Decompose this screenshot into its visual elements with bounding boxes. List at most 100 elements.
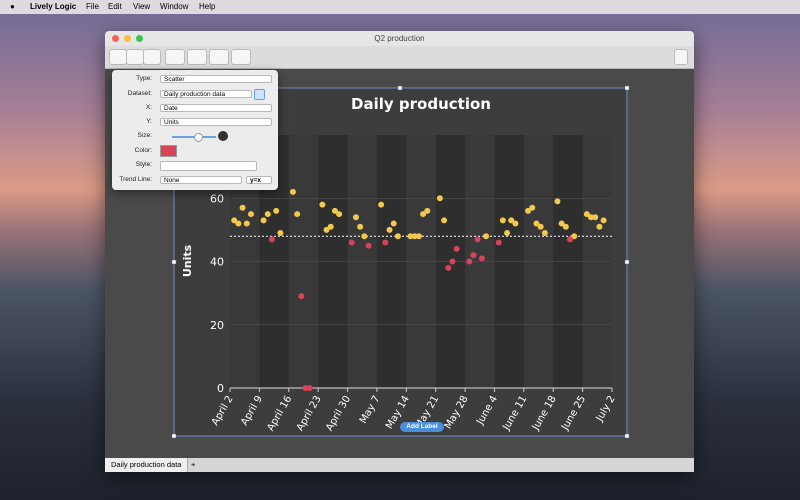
- selection-handle: [624, 433, 630, 439]
- menu-item[interactable]: File: [86, 2, 99, 11]
- data-point: [352, 214, 359, 221]
- data-point: [436, 195, 443, 202]
- tab-bar: Daily production data +: [105, 458, 694, 472]
- data-point: [508, 217, 515, 224]
- data-point: [571, 233, 578, 240]
- tool-button[interactable]: [165, 49, 185, 65]
- field-control[interactable]: None: [160, 176, 242, 184]
- field-label: Type:: [136, 75, 152, 82]
- add-button[interactable]: [674, 49, 688, 65]
- tool-button[interactable]: [209, 49, 229, 65]
- data-point: [306, 385, 313, 391]
- tool-button[interactable]: [231, 49, 251, 65]
- tab[interactable]: Daily production data: [105, 458, 189, 472]
- menu-item[interactable]: Edit: [108, 2, 122, 11]
- tool-button[interactable]: [187, 49, 207, 65]
- data-point: [277, 230, 284, 237]
- data-point: [529, 204, 536, 211]
- data-point: [474, 236, 481, 243]
- selection-handle: [624, 259, 630, 265]
- data-point: [453, 245, 460, 252]
- field-label: Trend Line:: [119, 176, 152, 183]
- data-point: [331, 207, 338, 214]
- menu-item[interactable]: Window: [160, 2, 189, 11]
- data-point: [243, 220, 250, 227]
- data-point: [415, 233, 422, 240]
- y-tick-label: 20: [210, 319, 224, 332]
- data-point: [294, 211, 301, 218]
- data-point: [327, 223, 334, 230]
- data-point: [592, 214, 599, 221]
- data-point: [382, 239, 389, 246]
- field-control[interactable]: Daily production data: [160, 90, 252, 98]
- data-point: [445, 264, 452, 271]
- data-point: [537, 223, 544, 230]
- data-point: [596, 223, 603, 230]
- field-control[interactable]: Date: [160, 104, 272, 112]
- data-point: [499, 217, 506, 224]
- data-point: [567, 236, 574, 243]
- data-point: [268, 236, 275, 243]
- data-point: [420, 211, 427, 218]
- data-point: [449, 258, 456, 265]
- data-point: [600, 217, 607, 224]
- data-point: [525, 207, 532, 214]
- field-label: Y:: [146, 118, 152, 125]
- y-tick-label: 40: [210, 256, 224, 269]
- data-point: [483, 233, 490, 240]
- title-bar: Q2 production: [105, 31, 694, 46]
- inspector: Type: Scatter Dataset: Daily production dat…: [112, 70, 278, 190]
- add-label-button[interactable]: Add Label: [400, 422, 444, 432]
- zoom-button[interactable]: [136, 35, 143, 42]
- selection-handle: [624, 85, 630, 91]
- add-tab[interactable]: +: [191, 460, 196, 469]
- data-point: [441, 217, 448, 224]
- field-label: Size:: [137, 132, 152, 139]
- data-point: [231, 217, 238, 224]
- size-large[interactable]: [218, 131, 228, 141]
- style-picker[interactable]: [160, 161, 257, 171]
- tool-button[interactable]: [143, 49, 161, 65]
- data-point: [365, 242, 372, 249]
- selection-handle: [171, 433, 177, 439]
- field-label: Dataset:: [127, 90, 152, 97]
- apple-menu[interactable]: ●: [10, 2, 15, 11]
- data-point: [357, 223, 364, 230]
- data-point: [562, 223, 569, 230]
- field-label: X:: [145, 104, 152, 111]
- data-point: [239, 204, 246, 211]
- data-point: [298, 293, 305, 300]
- data-point: [273, 207, 280, 214]
- selection-handle: [397, 85, 403, 91]
- data-point: [390, 220, 397, 227]
- data-point: [260, 217, 267, 224]
- trend-formula[interactable]: y=x: [246, 176, 272, 184]
- field-control[interactable]: Units: [160, 118, 272, 126]
- y-tick-label: 0: [217, 382, 224, 395]
- field-label: Color:: [134, 147, 152, 154]
- close-button[interactable]: [112, 35, 119, 42]
- color-well[interactable]: [160, 145, 177, 157]
- menu-item[interactable]: View: [133, 2, 151, 11]
- data-point: [411, 233, 418, 240]
- data-point: [264, 211, 271, 218]
- data-point: [289, 188, 296, 195]
- data-point: [504, 230, 511, 237]
- data-point: [319, 201, 326, 208]
- dataset-filter[interactable]: [254, 89, 265, 100]
- y-axis-label: Units: [181, 244, 194, 277]
- field-label: Style:: [135, 161, 152, 168]
- field-control[interactable]: Scatter: [160, 75, 272, 83]
- data-point: [247, 211, 254, 218]
- data-point: [302, 385, 309, 391]
- size-knob[interactable]: [194, 133, 203, 142]
- data-point: [394, 233, 401, 240]
- app-menu[interactable]: Lively Logic: [30, 2, 77, 11]
- menu-item[interactable]: Help: [199, 2, 216, 11]
- data-point: [378, 201, 385, 208]
- data-point: [424, 207, 431, 214]
- toolbar: [105, 46, 694, 69]
- data-point: [407, 233, 414, 240]
- minimize-button[interactable]: [124, 35, 131, 42]
